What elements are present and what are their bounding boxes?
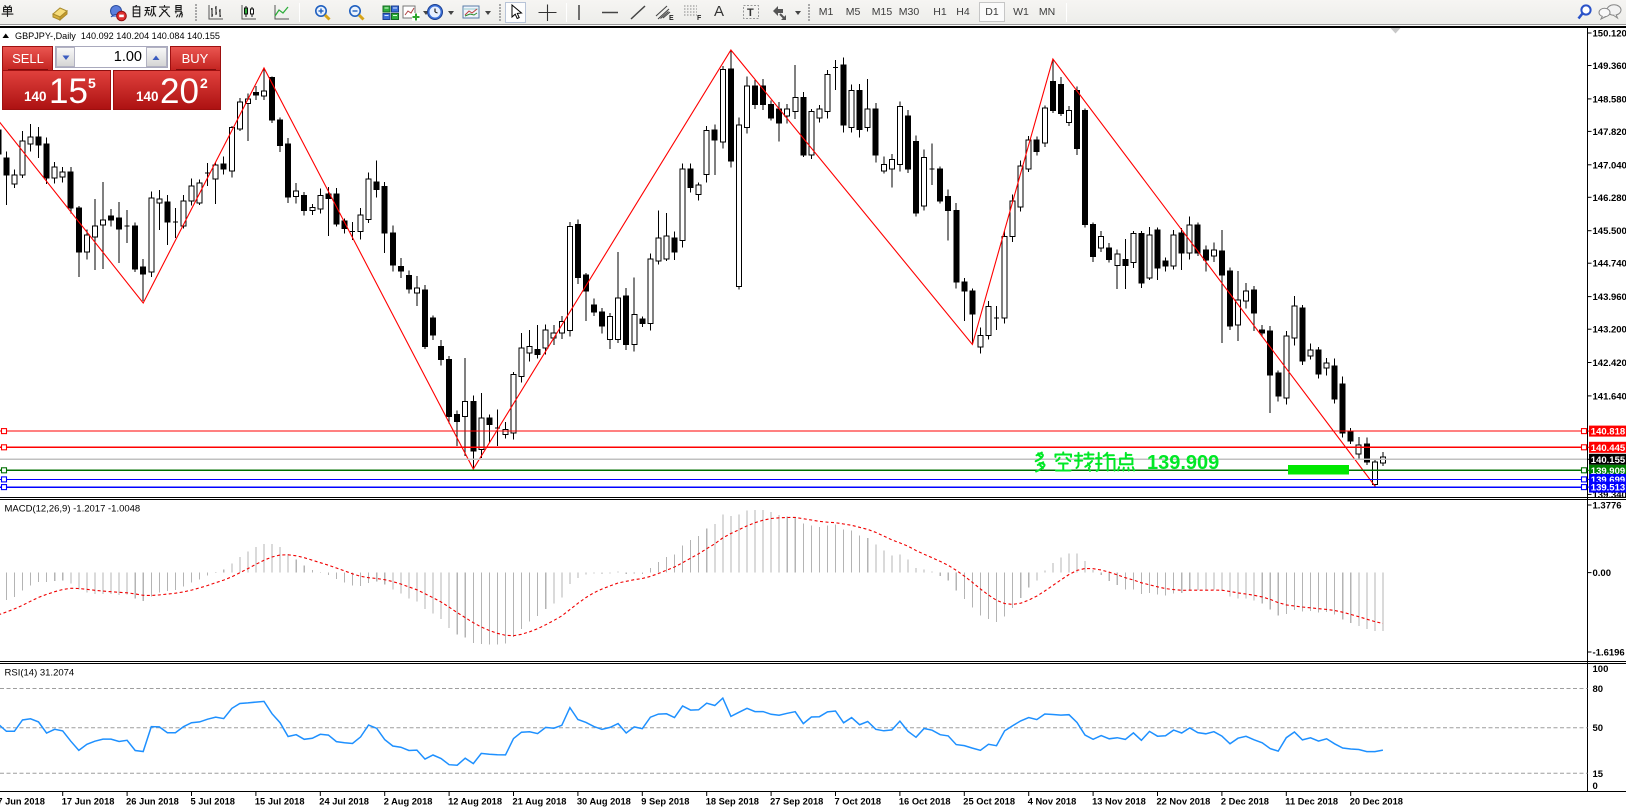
- svg-text:18 Sep 2018: 18 Sep 2018: [706, 796, 759, 806]
- svg-text:150.120: 150.120: [1593, 29, 1626, 40]
- svg-text:140.445: 140.445: [1591, 443, 1626, 454]
- svg-text:2 Aug 2018: 2 Aug 2018: [384, 796, 433, 806]
- svg-text:50: 50: [1593, 723, 1604, 734]
- svg-text:139.909: 139.909: [1591, 466, 1625, 477]
- svg-text:9 Sep 2018: 9 Sep 2018: [641, 796, 689, 806]
- svg-text:15 Jul 2018: 15 Jul 2018: [255, 796, 305, 806]
- svg-text:148.580: 148.580: [1593, 94, 1626, 105]
- svg-text:E: E: [669, 15, 674, 21]
- svg-text:2 Dec 2018: 2 Dec 2018: [1221, 796, 1269, 806]
- svg-text:15: 15: [1593, 769, 1604, 780]
- svg-text:5 Jul 2018: 5 Jul 2018: [191, 796, 235, 806]
- svg-text:149.360: 149.360: [1593, 61, 1626, 72]
- svg-text:1.3776: 1.3776: [1593, 501, 1622, 512]
- svg-text:140.155: 140.155: [1591, 455, 1626, 466]
- svg-text:146.280: 146.280: [1593, 193, 1626, 204]
- svg-text:139.909: 139.909: [1147, 452, 1219, 474]
- svg-text:13 Nov 2018: 13 Nov 2018: [1092, 796, 1146, 806]
- svg-text:22 Nov 2018: 22 Nov 2018: [1157, 796, 1211, 806]
- svg-text:16 Oct 2018: 16 Oct 2018: [899, 796, 951, 806]
- svg-text:T: T: [747, 7, 754, 19]
- svg-text:147.040: 147.040: [1593, 160, 1626, 171]
- svg-text:7 Oct 2018: 7 Oct 2018: [835, 796, 882, 806]
- svg-text:27 Sep 2018: 27 Sep 2018: [770, 796, 823, 806]
- svg-text:0.00: 0.00: [1593, 568, 1612, 579]
- svg-text:MACD(12,26,9) -1.2017 -1.0048: MACD(12,26,9) -1.2017 -1.0048: [5, 503, 141, 514]
- svg-text:11 Dec 2018: 11 Dec 2018: [1285, 796, 1338, 806]
- svg-text:F: F: [697, 15, 702, 21]
- svg-text:139.340: 139.340: [1593, 490, 1626, 501]
- svg-text:7 Jun 2018: 7 Jun 2018: [0, 796, 45, 806]
- svg-text:142.420: 142.420: [1593, 358, 1626, 369]
- svg-text:26 Jun 2018: 26 Jun 2018: [126, 796, 179, 806]
- svg-text:139.699: 139.699: [1591, 475, 1625, 486]
- svg-text:20 Dec 2018: 20 Dec 2018: [1350, 796, 1403, 806]
- svg-text:143.960: 143.960: [1593, 292, 1626, 303]
- svg-text:30 Aug 2018: 30 Aug 2018: [577, 796, 631, 806]
- svg-text:144.740: 144.740: [1593, 259, 1626, 270]
- svg-text:143.200: 143.200: [1593, 325, 1626, 336]
- svg-text:RSI(14) 31.2074: RSI(14) 31.2074: [5, 667, 75, 678]
- svg-text:140.818: 140.818: [1591, 427, 1625, 438]
- svg-text:25 Oct 2018: 25 Oct 2018: [963, 796, 1015, 806]
- svg-text:145.500: 145.500: [1593, 226, 1626, 237]
- svg-text:100: 100: [1593, 664, 1609, 675]
- svg-text:-1.6196: -1.6196: [1593, 648, 1625, 659]
- svg-text:80: 80: [1593, 684, 1604, 695]
- svg-text:21 Aug 2018: 21 Aug 2018: [513, 796, 567, 806]
- svg-text:4 Nov 2018: 4 Nov 2018: [1028, 796, 1077, 806]
- svg-text:24 Jul 2018: 24 Jul 2018: [319, 796, 369, 806]
- svg-text:0: 0: [1593, 781, 1598, 792]
- svg-text:139.513: 139.513: [1591, 483, 1625, 494]
- svg-text:17 Jun 2018: 17 Jun 2018: [62, 796, 115, 806]
- svg-text:GBPJPY-,Daily 140.092 140.204: GBPJPY-,Daily 140.092 140.204 140.084 14…: [15, 31, 220, 41]
- svg-text:12 Aug 2018: 12 Aug 2018: [448, 796, 502, 806]
- svg-text:147.820: 147.820: [1593, 127, 1626, 138]
- svg-text:141.640: 141.640: [1593, 391, 1626, 402]
